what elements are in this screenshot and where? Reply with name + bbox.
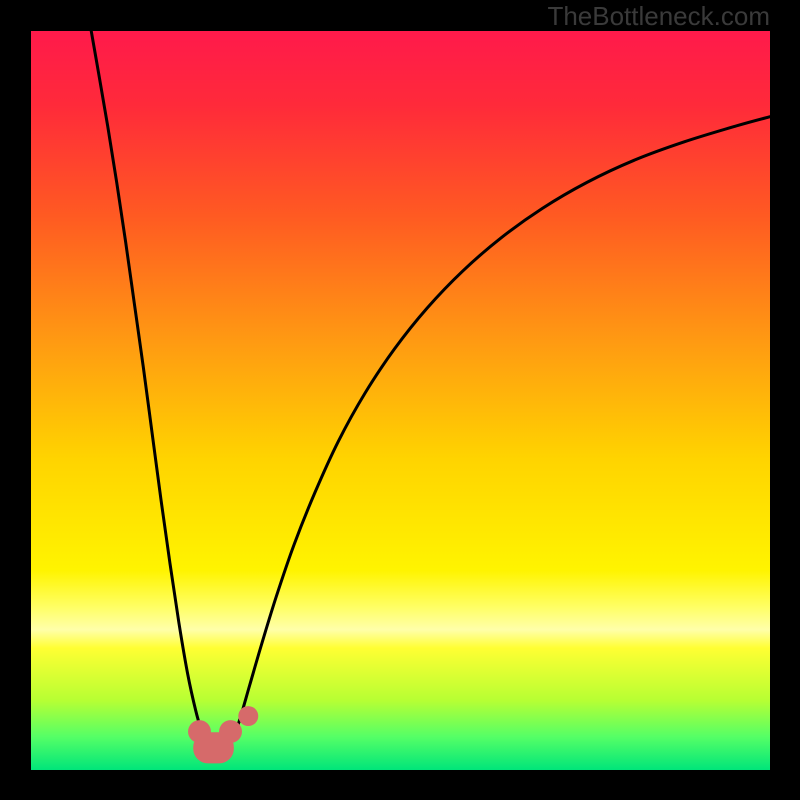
watermark-text: TheBottleneck.com [547,1,770,32]
curve-left [91,31,202,735]
curve-right [233,117,770,738]
blob-circle-1 [188,720,211,743]
chart-root: TheBottleneck.com [0,0,800,800]
curve-overlay [31,31,770,770]
blob-circle-3 [238,706,258,726]
blob-circle-2 [219,720,242,743]
plot-area [31,31,770,770]
